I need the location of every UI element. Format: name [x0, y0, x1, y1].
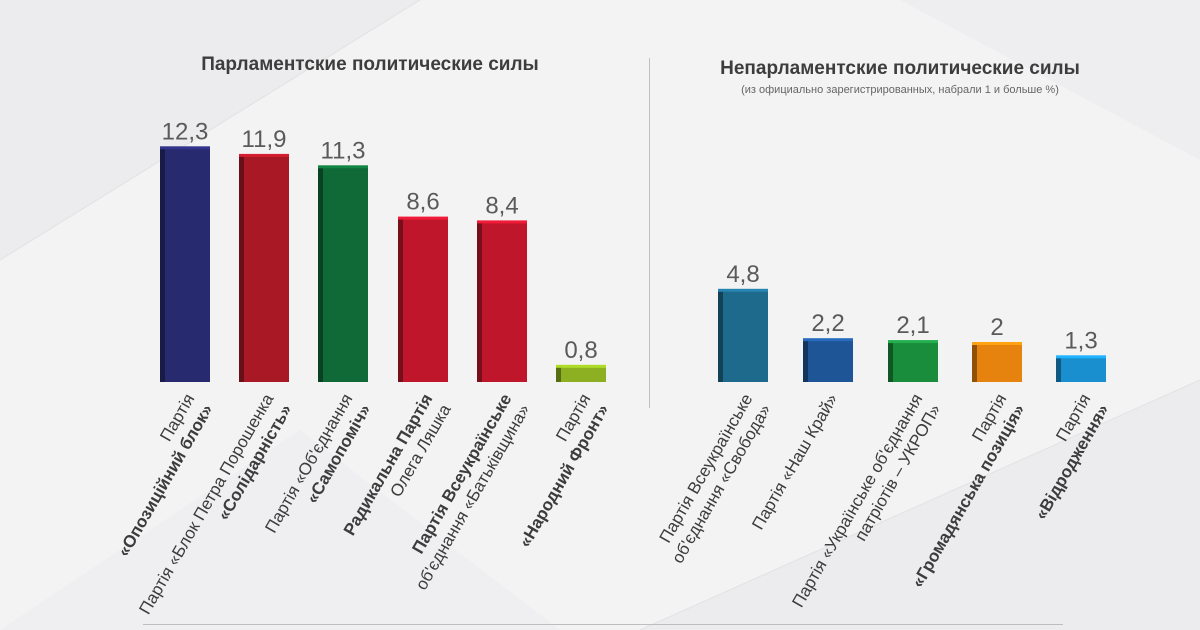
bar-top-highlight: [318, 165, 368, 169]
bar: [888, 342, 938, 382]
bar-top-highlight: [888, 340, 938, 344]
bar: [239, 155, 289, 382]
bar-group: [972, 342, 1022, 382]
bar-group: [477, 220, 527, 382]
bar: [803, 340, 853, 382]
bar-group: [1056, 355, 1106, 382]
data-label: 4,8: [726, 261, 759, 288]
bar-top-highlight: [972, 342, 1022, 345]
bar: [318, 167, 368, 382]
bar-group: [398, 216, 448, 382]
bottom-rule: [143, 624, 1063, 625]
data-label: 0,8: [564, 337, 597, 364]
bar-side-shade: [160, 148, 165, 382]
bar: [972, 344, 1022, 382]
panel-divider: [649, 58, 650, 408]
data-label: 1,3: [1064, 327, 1097, 354]
bar: [398, 218, 448, 382]
bar-side-shade: [718, 290, 723, 382]
data-label: 11,3: [321, 137, 366, 164]
bar-group: [318, 165, 368, 382]
bar-top-highlight: [239, 153, 289, 157]
data-label: 8,6: [406, 189, 439, 216]
bar-top-highlight: [160, 146, 210, 150]
data-label: 2,2: [811, 310, 844, 337]
bar-side-shade: [318, 167, 323, 382]
bar-side-shade: [556, 366, 561, 382]
bar-group: [160, 146, 210, 382]
bar-side-shade: [477, 222, 482, 382]
bar-group: [888, 340, 938, 382]
bar-top-highlight: [718, 288, 768, 292]
bar-top-highlight: [556, 364, 606, 368]
bar-side-shade: [972, 344, 977, 382]
bar-top-highlight: [803, 338, 853, 342]
bar-group: [718, 288, 768, 382]
bar-top-highlight: [398, 216, 448, 220]
data-label: 2,1: [896, 312, 929, 339]
bar-group: [239, 153, 289, 382]
data-label: 2: [990, 314, 1003, 341]
bar-group: [556, 364, 606, 382]
bar-top-highlight: [477, 220, 527, 224]
bar: [1056, 357, 1106, 382]
left-panel-title: Парламентские политические силы: [201, 54, 539, 75]
bar-side-shade: [239, 155, 244, 382]
data-label: 11,9: [242, 126, 287, 153]
bar-group: [803, 338, 853, 382]
data-label: 12,3: [162, 118, 209, 145]
bar: [160, 148, 210, 382]
bar-side-shade: [888, 342, 893, 382]
bar: [477, 222, 527, 382]
bar: [718, 290, 768, 382]
right-panel-title: Непарламентские политические силы: [720, 58, 1080, 79]
bar-top-highlight: [1056, 355, 1106, 359]
bar-side-shade: [398, 218, 403, 382]
bar: [556, 366, 606, 382]
bar-side-shade: [803, 340, 808, 382]
right-panel-subtitle: (из официально зарегистрированных, набра…: [741, 84, 1059, 96]
data-label: 8,4: [485, 192, 518, 219]
bar-side-shade: [1056, 357, 1061, 382]
